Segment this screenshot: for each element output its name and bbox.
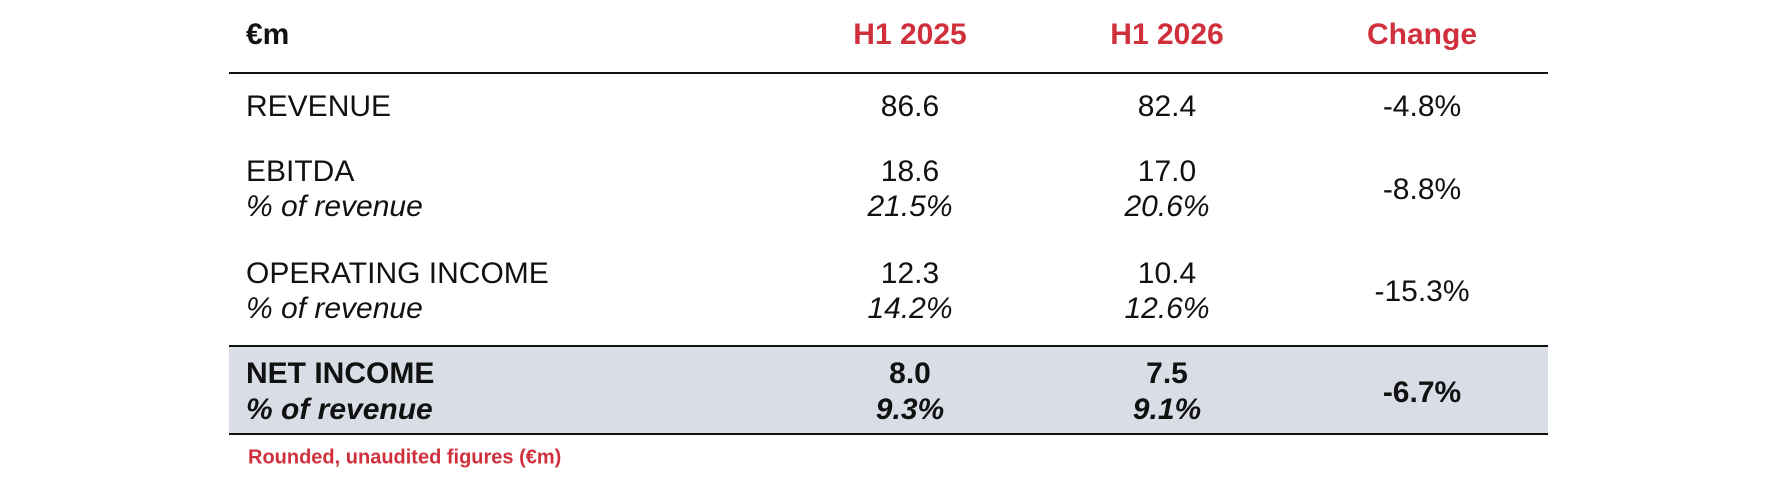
header-cell: €m xyxy=(246,18,290,51)
row-label: EBITDA xyxy=(246,155,355,188)
cell: 10.4 xyxy=(1137,257,1197,290)
cell: 12.6% xyxy=(1124,292,1210,325)
cell: 7.5 xyxy=(1146,357,1188,390)
header-rule xyxy=(229,72,1548,74)
cell: 14.2% xyxy=(867,292,953,325)
bottom-rule xyxy=(229,433,1548,435)
cell: 20.6% xyxy=(1124,190,1210,223)
cell: 9.3% xyxy=(875,393,945,426)
cell: -15.3% xyxy=(1374,275,1470,308)
cell: 18.6 xyxy=(880,155,940,188)
row-rule xyxy=(229,345,1548,347)
row-label: NET INCOME xyxy=(246,357,435,390)
row-label: OPERATING INCOME xyxy=(246,257,549,290)
cell: 8.0 xyxy=(889,357,931,390)
cell: -4.8% xyxy=(1382,90,1462,123)
cell: 12.3 xyxy=(880,257,940,290)
cell: 21.5% xyxy=(867,190,953,223)
footnote: Rounded, unaudited figures (€m) xyxy=(248,446,562,469)
row-sublabel: % of revenue xyxy=(246,292,423,325)
header-cell: H1 2025 xyxy=(853,18,967,51)
cell: -8.8% xyxy=(1382,173,1462,206)
highlight-band xyxy=(229,346,1548,434)
cell: 86.6 xyxy=(880,90,940,123)
row-sublabel: % of revenue xyxy=(246,393,433,426)
cell: -6.7% xyxy=(1382,376,1462,409)
cell: 9.1% xyxy=(1132,393,1202,426)
cell: 17.0 xyxy=(1137,155,1197,188)
row-sublabel: % of revenue xyxy=(246,190,423,223)
header-cell: H1 2026 xyxy=(1110,18,1224,51)
row-label: REVENUE xyxy=(246,90,392,123)
cell: 82.4 xyxy=(1137,90,1197,123)
header-cell: Change xyxy=(1366,18,1478,51)
